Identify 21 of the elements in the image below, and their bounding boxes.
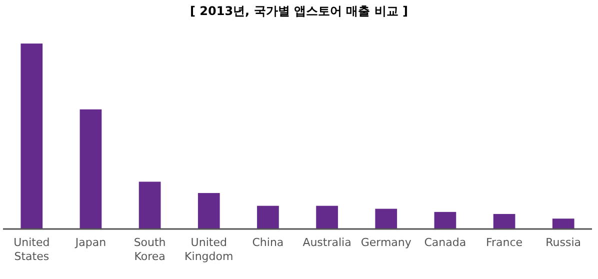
bar [316, 206, 338, 229]
x-tick-label: Japan [74, 236, 106, 249]
x-tick-label: Russia [546, 236, 582, 249]
bar [80, 109, 102, 229]
bar [198, 193, 220, 229]
x-tick-label: Australia [302, 236, 352, 249]
bar [20, 44, 43, 229]
bar [552, 218, 574, 229]
bar [375, 208, 398, 229]
bar [138, 182, 161, 229]
x-tick-label: South Korea [134, 236, 166, 263]
x-tick-label: United Kingdom [184, 236, 234, 263]
bar [257, 206, 279, 229]
x-tick-label: France [486, 236, 523, 249]
chart-title: [ 2013년, 국가별 앱스토어 매출 비교 ] [190, 4, 408, 18]
x-tick-label: Germany [360, 236, 412, 249]
bar [434, 212, 456, 229]
bar [493, 214, 516, 229]
x-tick-label: China [252, 236, 284, 249]
x-tick-label: Canada [424, 236, 466, 249]
x-tick-label: United States [14, 236, 50, 263]
